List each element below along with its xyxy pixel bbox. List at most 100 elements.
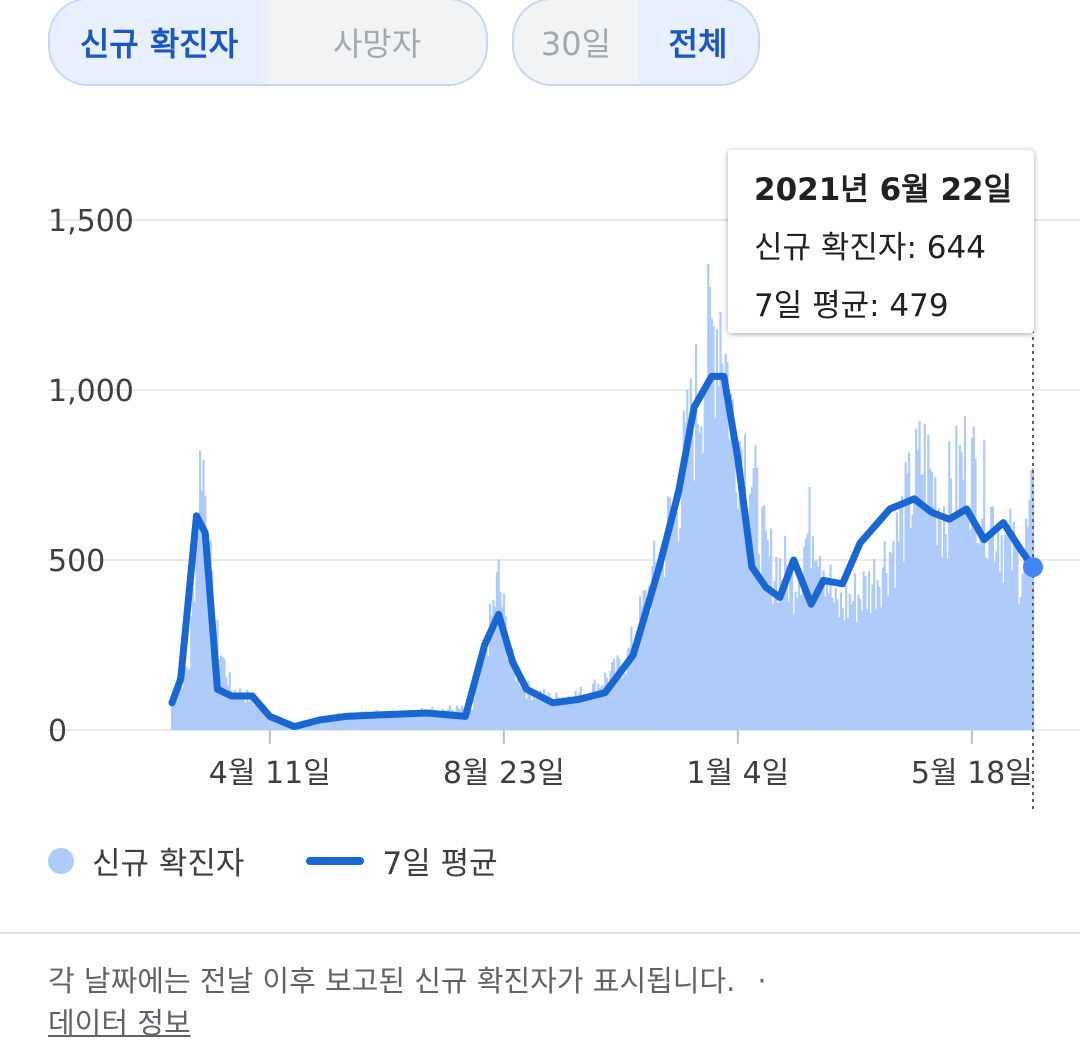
daily-case-bar: [897, 541, 900, 730]
daily-case-bar: [509, 663, 513, 730]
daily-case-bar: [336, 713, 340, 730]
daily-case-bar: [726, 362, 729, 730]
daily-case-bar: [899, 508, 902, 730]
daily-case-bar: [385, 713, 389, 730]
daily-case-bar: [190, 616, 193, 730]
daily-case-bar: [607, 683, 610, 730]
daily-case-bar: [453, 713, 457, 730]
daily-case-bar: [370, 716, 373, 730]
daily-case-bar: [866, 609, 869, 730]
daily-case-bar: [490, 615, 493, 730]
daily-case-bar: [228, 671, 231, 730]
daily-case-bar: [235, 694, 238, 730]
daily-case-bar: [663, 576, 666, 730]
daily-case-bar: [541, 698, 544, 730]
metric-toggle: 신규 확진자 사망자: [48, 0, 488, 86]
daily-case-bar: [399, 717, 402, 730]
y-tick-label: 0: [48, 714, 67, 749]
daily-case-bar: [749, 493, 752, 730]
daily-case-bar: [714, 417, 717, 730]
data-info-link[interactable]: 데이터 정보: [48, 1006, 191, 1040]
daily-case-bar: [969, 530, 972, 730]
range-all-tab[interactable]: 전체: [638, 0, 758, 84]
daily-case-bar: [1016, 543, 1019, 730]
daily-case-bar: [473, 698, 476, 730]
daily-case-bar: [576, 695, 579, 730]
daily-case-bar: [806, 533, 809, 730]
daily-case-bar: [560, 703, 563, 730]
cases-chart[interactable]: 0 500 1,000 1,500 4월 11일 8월 23일 1월 4일 5월 18일: [0, 100, 1080, 820]
daily-case-bar: [621, 678, 624, 730]
daily-case-bar: [513, 663, 516, 730]
daily-case-bar: [270, 716, 273, 730]
daily-case-bar: [232, 695, 235, 730]
daily-case-bar: [181, 688, 184, 730]
daily-case-bar: [679, 527, 682, 730]
daily-case-bar: [412, 717, 415, 730]
daily-case-bar: [254, 700, 258, 730]
daily-case-bar: [998, 572, 1002, 730]
daily-case-bar: [670, 513, 673, 730]
daily-case-bar: [689, 378, 692, 730]
daily-case-bar: [906, 473, 909, 730]
daily-case-bar: [237, 699, 240, 730]
daily-case-bar: [951, 519, 954, 730]
daily-case-bar: [324, 721, 327, 730]
legend-bars-label: 신규 확진자: [92, 846, 245, 882]
daily-case-bar: [536, 690, 539, 730]
daily-case-bar: [1005, 524, 1009, 730]
daily-case-bar: [467, 705, 471, 730]
range-30-days-tab[interactable]: 30일: [540, 25, 612, 63]
daily-case-bar: [177, 685, 181, 730]
daily-case-bar: [740, 448, 743, 730]
daily-case-bar: [820, 582, 823, 730]
daily-case-bar: [188, 669, 191, 730]
daily-case-bar: [832, 602, 836, 730]
daily-case-bar: [880, 607, 883, 730]
daily-case-bar: [728, 439, 731, 730]
new-cases-tab[interactable]: 신규 확진자: [50, 0, 268, 84]
deaths-tab[interactable]: 사망자: [332, 25, 422, 63]
daily-case-bar: [686, 389, 689, 730]
daily-case-bar: [942, 506, 946, 730]
daily-case-bar: [520, 687, 523, 730]
daily-case-bar: [888, 551, 891, 730]
daily-case-bar: [539, 690, 542, 730]
daily-case-bar: [742, 516, 745, 730]
daily-case-bar: [171, 699, 174, 730]
daily-case-bar: [357, 712, 361, 730]
daily-case-bar: [757, 554, 761, 730]
daily-case-bar: [469, 710, 472, 730]
daily-case-bar: [986, 559, 989, 730]
legend-bar-swatch: [48, 847, 74, 874]
daily-case-bar: [272, 715, 275, 730]
daily-case-bar: [640, 606, 643, 730]
daily-case-bar: [789, 560, 792, 730]
daily-case-bar: [240, 696, 244, 730]
daily-case-bar: [492, 599, 495, 730]
daily-case-bar: [656, 579, 659, 730]
daily-case-bar: [572, 702, 575, 730]
tooltip-date: 2021년 6월 22일: [754, 172, 1013, 208]
daily-case-bar: [736, 508, 740, 730]
daily-case-bar: [368, 717, 371, 730]
daily-case-bar: [225, 677, 228, 730]
daily-case-bar: [186, 668, 189, 730]
daily-case-bar: [708, 286, 712, 730]
daily-case-bar: [429, 715, 432, 730]
daily-case-bar: [387, 716, 390, 730]
daily-case-bar: [684, 423, 687, 730]
daily-case-bar: [707, 263, 710, 730]
daily-case-bar: [195, 535, 198, 730]
daily-case-bar: [179, 680, 182, 730]
x-tick-label: 4월 11일: [209, 756, 331, 791]
daily-case-bar: [501, 607, 504, 730]
daily-case-bar: [932, 506, 935, 730]
daily-case-bar: [974, 458, 977, 730]
daily-case-bar: [459, 709, 462, 730]
daily-case-bar: [949, 478, 953, 730]
daily-case-bar: [867, 570, 871, 730]
daily-case-bar: [759, 579, 762, 730]
daily-case-bar: [918, 420, 921, 730]
daily-case-bar: [661, 541, 664, 730]
